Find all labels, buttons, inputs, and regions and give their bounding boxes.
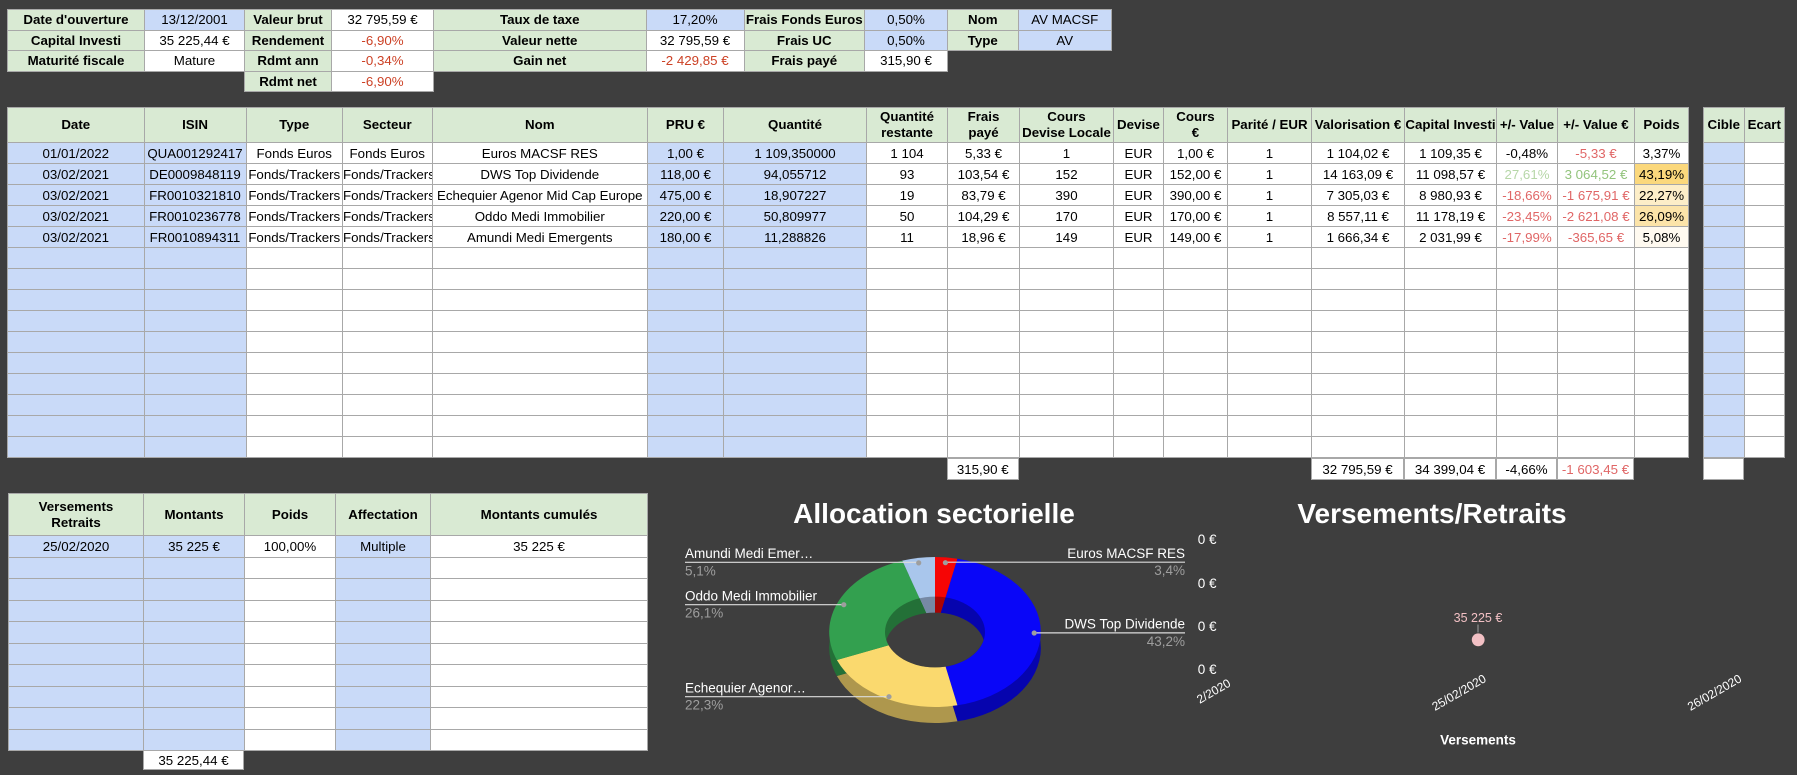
svg-text:35 225 €: 35 225 € (1454, 611, 1503, 625)
svg-text:26,1%: 26,1% (685, 606, 723, 621)
svg-text:3,4%: 3,4% (1154, 563, 1185, 578)
svg-text:0 €: 0 € (1198, 662, 1217, 677)
svg-text:Versements/Retraits: Versements/Retraits (1297, 498, 1566, 529)
svg-text:43,2%: 43,2% (1147, 634, 1185, 649)
svg-text:DWS Top Dividende: DWS Top Dividende (1064, 617, 1185, 632)
svg-text:0 €: 0 € (1198, 576, 1217, 591)
svg-text:Amundi Medi Emer…: Amundi Medi Emer… (685, 546, 813, 561)
svg-text:25/02/2020: 25/02/2020 (1429, 671, 1488, 713)
svg-text:0 €: 0 € (1198, 532, 1217, 547)
svg-text:Allocation sectorielle: Allocation sectorielle (793, 498, 1075, 529)
svg-text:Echequier Agenor…: Echequier Agenor… (685, 680, 806, 695)
svg-text:2/2020: 2/2020 (1194, 676, 1233, 707)
svg-text:Oddo Medi Immobilier: Oddo Medi Immobilier (685, 588, 818, 603)
svg-text:5,1%: 5,1% (685, 563, 716, 578)
svg-text:Versements: Versements (1440, 733, 1516, 748)
svg-text:Euros MACSF RES: Euros MACSF RES (1067, 546, 1185, 561)
svg-text:22,3%: 22,3% (685, 698, 723, 713)
svg-text:26/02/2020: 26/02/2020 (1685, 671, 1744, 713)
svg-text:0 €: 0 € (1198, 619, 1217, 634)
